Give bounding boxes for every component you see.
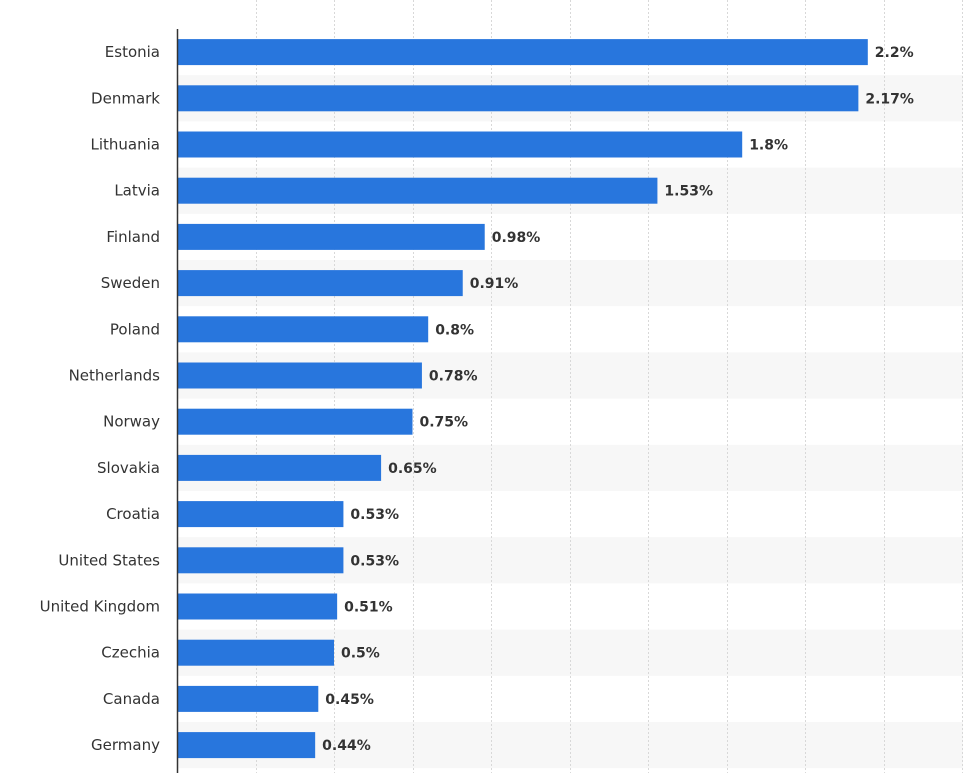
bar[interactable] <box>177 593 338 620</box>
value-label: 0.65% <box>388 461 437 477</box>
value-labels: 2.2% 2.17% 1.8% 1.53% 0.98% 0.91% 0.8% 0.78% 0.7… <box>322 45 914 754</box>
bar[interactable] <box>177 85 859 112</box>
value-label: 0.53% <box>350 507 399 523</box>
category-label: Estonia <box>105 43 160 61</box>
value-label: 0.78% <box>429 369 478 385</box>
value-label: 0.91% <box>470 276 519 292</box>
bar[interactable] <box>177 547 344 574</box>
value-label: 0.98% <box>492 230 541 246</box>
value-label: 0.45% <box>325 692 374 708</box>
category-label: Finland <box>106 228 160 246</box>
value-label: 1.53% <box>664 184 713 200</box>
category-label: Slovakia <box>97 459 160 477</box>
category-label: Lithuania <box>91 136 160 154</box>
bar[interactable] <box>177 454 382 481</box>
category-label: Croatia <box>106 505 160 523</box>
category-label: Canada <box>103 690 160 708</box>
bars <box>177 39 868 759</box>
category-label: United Kingdom <box>40 598 160 616</box>
bar[interactable] <box>177 131 743 158</box>
value-label: 0.44% <box>322 738 371 754</box>
category-label: Norway <box>103 413 160 431</box>
bar[interactable] <box>177 639 334 666</box>
value-label: 0.75% <box>420 415 469 431</box>
category-label: Denmark <box>91 89 160 107</box>
category-label: Latvia <box>114 182 160 200</box>
category-label: Poland <box>110 320 160 338</box>
value-label: 1.8% <box>749 138 788 154</box>
bar[interactable] <box>177 685 319 712</box>
value-label: 0.51% <box>344 600 393 616</box>
category-labels: Estonia Denmark Lithuania Latvia Finland Swed… <box>40 43 161 754</box>
bar[interactable] <box>177 316 429 343</box>
value-label: 2.17% <box>865 91 914 107</box>
bar[interactable] <box>177 177 658 204</box>
bar[interactable] <box>177 732 316 759</box>
value-label: 0.53% <box>350 553 399 569</box>
value-label: 2.2% <box>875 45 914 61</box>
bar[interactable] <box>177 362 422 389</box>
category-label: Sweden <box>101 274 160 292</box>
category-label: Germany <box>91 736 160 754</box>
category-label: Czechia <box>101 644 160 662</box>
category-label: Netherlands <box>69 367 161 385</box>
bar[interactable] <box>177 501 344 528</box>
bar[interactable] <box>177 39 868 66</box>
bar[interactable] <box>177 408 413 435</box>
bar[interactable] <box>177 223 485 250</box>
bar[interactable] <box>177 270 463 297</box>
category-label: United States <box>58 551 160 569</box>
value-label: 0.5% <box>341 646 380 662</box>
value-label: 0.8% <box>435 322 474 338</box>
